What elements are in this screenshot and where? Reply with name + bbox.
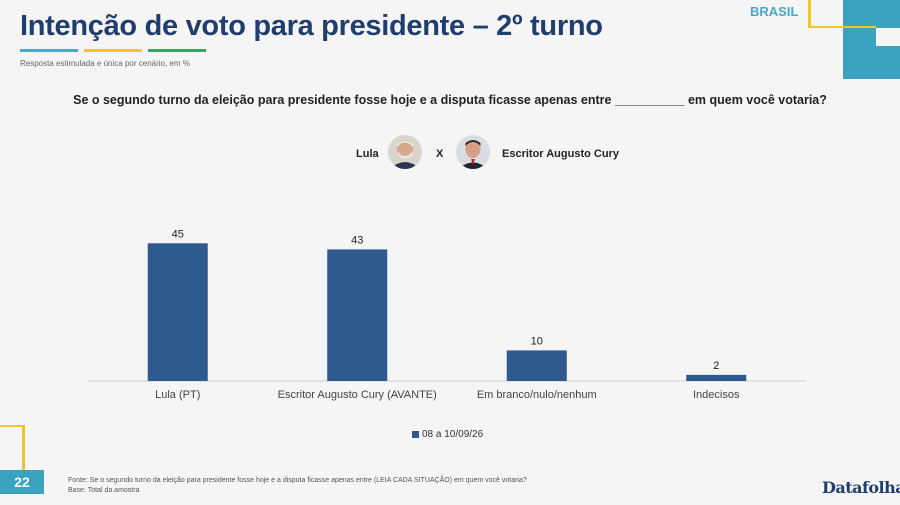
bar-3 bbox=[686, 374, 747, 381]
data-label-2: 10 bbox=[531, 335, 543, 347]
bar-2 bbox=[506, 350, 567, 381]
page-title: Intenção de voto para presidente – 2º tu… bbox=[20, 10, 603, 42]
data-label-0: 45 bbox=[172, 228, 184, 240]
footer-line bbox=[22, 425, 25, 470]
candidate-right-avatar bbox=[456, 135, 490, 169]
candidate-right-name: Escritor Augusto Cury bbox=[502, 148, 619, 160]
category-label-1: Escritor Augusto Cury (AVANTE) bbox=[278, 389, 437, 401]
category-label-2: Em branco/nulo/nenhum bbox=[477, 389, 597, 401]
category-label-0: Lula (PT) bbox=[155, 389, 200, 401]
bar-0 bbox=[147, 243, 208, 381]
title-accent-green bbox=[148, 49, 206, 52]
footer-source: Fonte: Se o segundo turno da eleição par… bbox=[68, 477, 527, 484]
title-accent-yellow bbox=[84, 49, 142, 52]
footer-line-horizontal bbox=[0, 425, 25, 427]
title-accent-blue bbox=[20, 49, 78, 52]
versus-label: X bbox=[436, 148, 444, 160]
corner-line-horizontal bbox=[808, 26, 876, 28]
legend-swatch bbox=[412, 430, 419, 438]
candidate-left-name: Lula bbox=[356, 148, 379, 160]
data-label-3: 2 bbox=[713, 360, 719, 372]
category-label-3: Indecisos bbox=[693, 389, 740, 401]
footer-base: Base: Total da amostra bbox=[68, 487, 140, 494]
footer-notes: Fonte: Se o segundo turno da eleição par… bbox=[68, 476, 527, 496]
page-number: 22 bbox=[0, 470, 44, 494]
corner-line bbox=[808, 0, 811, 28]
legend-label: 08 a 10/09/26 bbox=[422, 429, 484, 440]
data-label-1: 43 bbox=[351, 234, 363, 246]
region-label: BRASIL bbox=[750, 4, 799, 19]
bar-1 bbox=[327, 249, 388, 381]
survey-question: Se o segundo turno da eleição para presi… bbox=[73, 93, 827, 107]
page-subtitle: Resposta estimulada e única por cenário,… bbox=[20, 59, 190, 68]
datafolha-logo: Datafolha bbox=[822, 478, 900, 497]
chart-legend: 08 a 10/09/26 bbox=[412, 429, 483, 440]
corner-notch bbox=[876, 28, 900, 46]
candidate-left-avatar bbox=[388, 135, 422, 169]
